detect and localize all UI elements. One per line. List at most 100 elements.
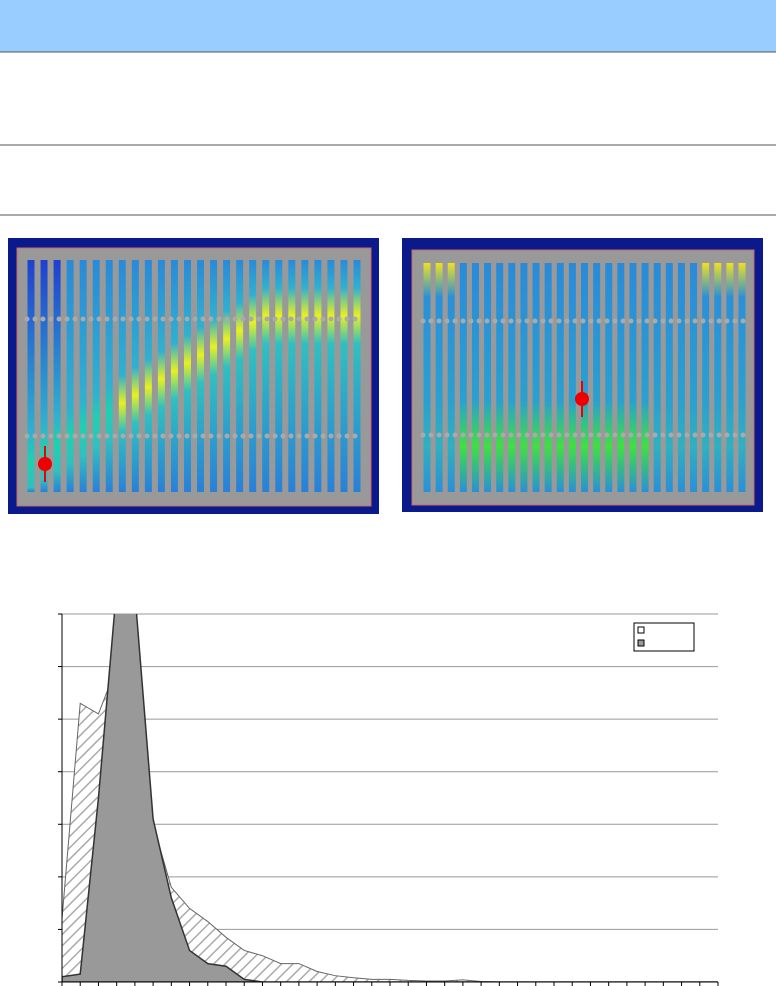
heatmap-dot <box>216 316 222 322</box>
heatmap-bar <box>92 260 100 492</box>
heatmap-bar <box>79 260 87 492</box>
heatmap-dot <box>604 318 610 324</box>
heatmap-dot <box>556 318 562 324</box>
heatmap-bar <box>617 263 625 492</box>
heatmap-bar <box>738 263 746 492</box>
heatmap-dot <box>56 316 62 322</box>
heatmap-dot <box>160 316 166 322</box>
heatmap-dot <box>716 318 722 324</box>
heatmap-bar <box>471 263 479 492</box>
heatmap-dot <box>240 316 246 322</box>
heatmap-dot <box>80 433 86 439</box>
heatmap-dot <box>312 433 318 439</box>
heatmap-dot <box>572 318 578 324</box>
heatmap-dot <box>740 432 746 438</box>
heatmap-dot <box>304 316 310 322</box>
heatmap-dot <box>64 316 70 322</box>
heatmap-dot <box>620 432 626 438</box>
heatmap-dot <box>280 316 286 322</box>
heatmap-dot <box>612 318 618 324</box>
heatmap-dot <box>500 318 506 324</box>
heatmap-dot <box>700 432 706 438</box>
heatmap-bar <box>197 260 205 492</box>
heatmap-bar <box>568 263 576 492</box>
heatmap-dot <box>700 318 706 324</box>
heatmap-bar <box>641 263 649 492</box>
heatmap-dot <box>184 316 190 322</box>
heatmap-dot <box>668 318 674 324</box>
heatmap-dot <box>144 316 150 322</box>
heatmap-bar <box>301 260 309 492</box>
heatmap-dot <box>732 432 738 438</box>
heatmap-dot <box>24 433 30 439</box>
heatmap-dot <box>200 316 206 322</box>
heatmap-dot <box>344 433 350 439</box>
heatmap-dot <box>532 318 538 324</box>
heatmap-dot <box>492 432 498 438</box>
heatmap-dot <box>596 318 602 324</box>
heatmap-dot <box>240 433 246 439</box>
heatmap-dot <box>296 316 302 322</box>
heatmap-dot <box>48 433 54 439</box>
heatmap-bar <box>496 263 504 492</box>
heatmap-dot <box>96 433 102 439</box>
heatmap-dot <box>548 432 554 438</box>
heatmap-bar <box>275 260 283 492</box>
heatmap-bar <box>249 260 257 492</box>
heatmap-dot <box>612 432 618 438</box>
heatmap-bar <box>593 263 601 492</box>
heatmap-bar <box>144 260 152 492</box>
heatmap-dot <box>732 318 738 324</box>
heatmap-dot <box>288 433 294 439</box>
heatmap-dot <box>64 433 70 439</box>
heatmap-dot <box>224 433 230 439</box>
heatmap-dot <box>580 432 586 438</box>
heatmap-dot <box>168 433 174 439</box>
heatmap-dot <box>192 433 198 439</box>
heatmap-bar <box>183 260 191 492</box>
heatmap-dot <box>468 432 474 438</box>
heatmap-bar <box>459 263 467 492</box>
heatmap-dot <box>232 433 238 439</box>
heatmap-dot <box>492 318 498 324</box>
heatmap-dot <box>112 433 118 439</box>
heatmap-bar <box>66 260 74 492</box>
heatmap-dot <box>160 433 166 439</box>
heatmap-bar <box>131 260 139 492</box>
heatmap-bar <box>532 263 540 492</box>
heatmap-bar <box>629 263 637 492</box>
heatmap-dot <box>484 432 490 438</box>
heatmap-dot <box>460 432 466 438</box>
heatmap-bar <box>223 260 231 492</box>
heatmap-dot <box>152 316 158 322</box>
heatmap-bar <box>288 260 296 492</box>
heatmap-bar <box>484 263 492 492</box>
heatmap-dot <box>40 433 46 439</box>
heatmap-bar <box>236 260 244 492</box>
heatmap-dot <box>320 316 326 322</box>
heatmap-dot <box>588 432 594 438</box>
heatmap-bar <box>677 263 685 492</box>
heatmap-dot <box>644 432 650 438</box>
heatmap-dot <box>444 432 450 438</box>
heatmap-dot <box>580 318 586 324</box>
heatmap-dot <box>484 318 490 324</box>
heatmap-dot <box>652 318 658 324</box>
heatmap-dot <box>724 318 730 324</box>
heatmap-bg <box>16 247 372 507</box>
heatmap-dot <box>436 318 442 324</box>
heatmap-dot <box>152 433 158 439</box>
heatmap-dot <box>88 316 94 322</box>
heatmap-dot <box>336 433 342 439</box>
heatmap-dot <box>468 318 474 324</box>
heatmap-dot <box>676 318 682 324</box>
heatmap-dot <box>452 432 458 438</box>
heatmap-dot <box>208 316 214 322</box>
heatmap-dot <box>524 432 530 438</box>
plot <box>62 614 718 982</box>
heatmap-dot <box>476 432 482 438</box>
header-bar <box>0 0 776 52</box>
heatmap-dot <box>532 432 538 438</box>
heatmap-dot <box>48 316 54 322</box>
